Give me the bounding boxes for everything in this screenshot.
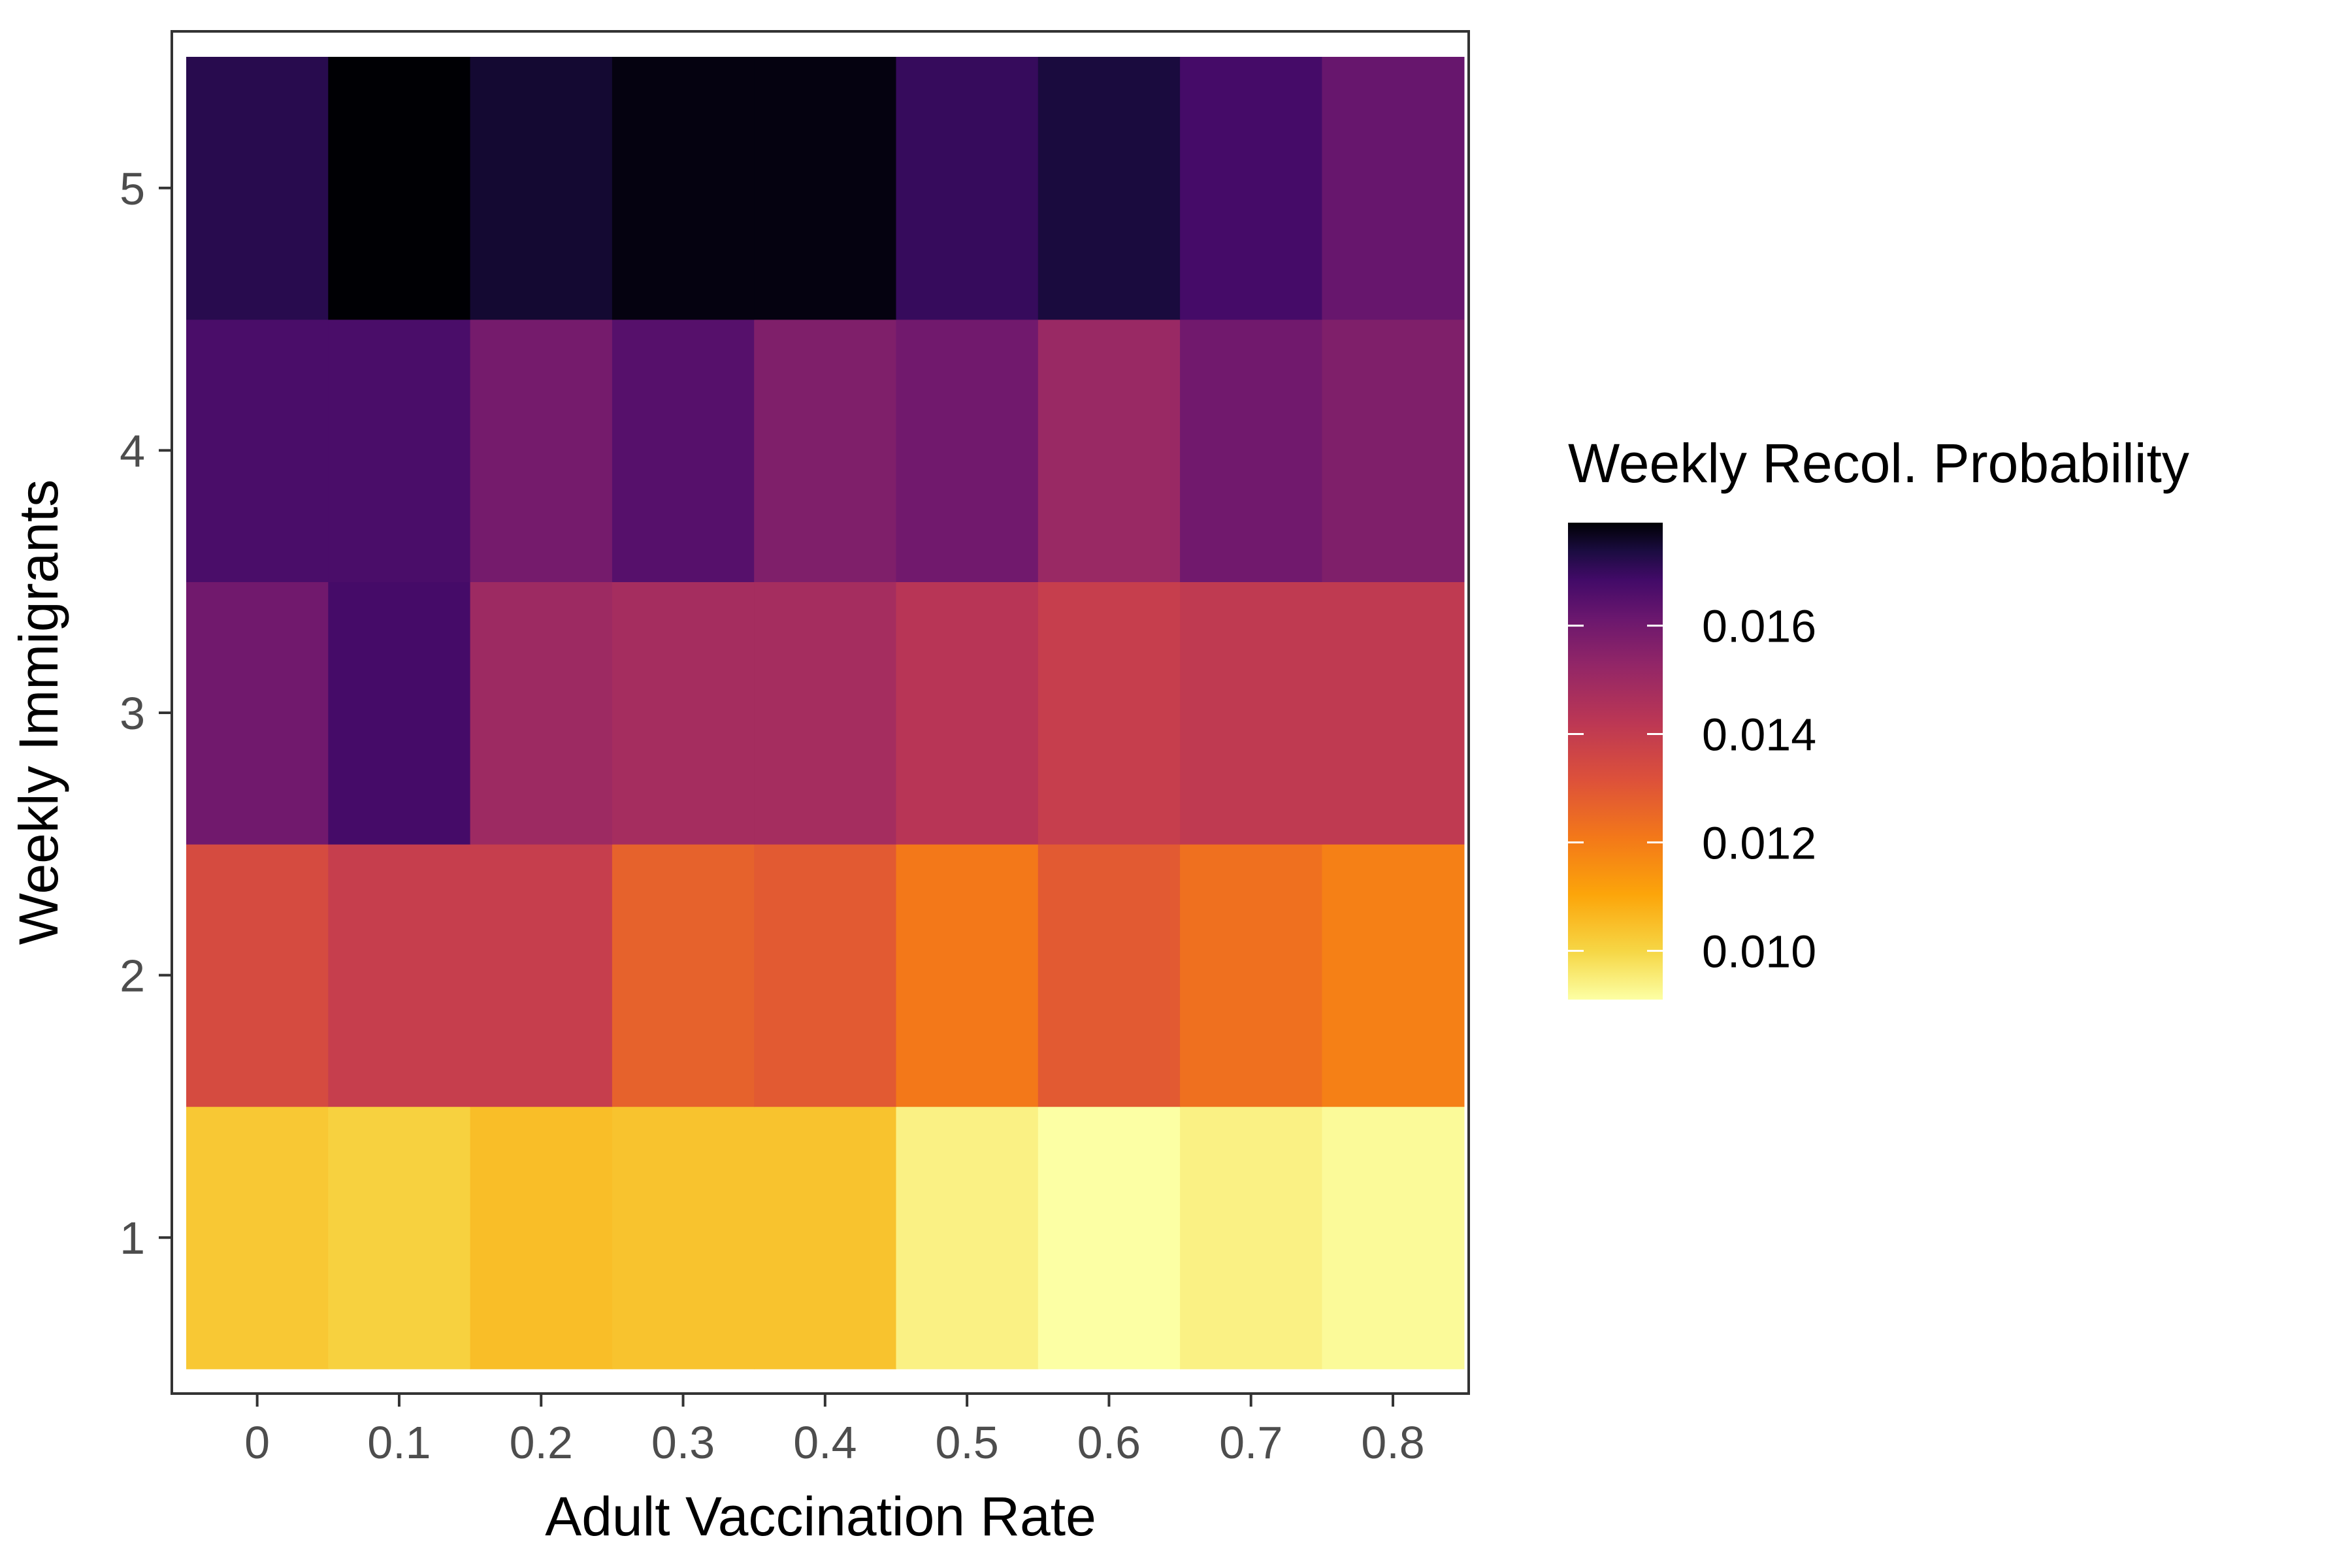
heatmap-cell xyxy=(470,57,613,320)
heatmap-cell xyxy=(328,581,471,845)
heatmap-cell xyxy=(754,843,897,1107)
y-tick-label: 3 xyxy=(120,688,145,739)
heatmap-cell xyxy=(470,1106,613,1369)
heatmap-cell xyxy=(1180,319,1323,582)
heatmap-cell xyxy=(1322,843,1465,1107)
heatmap-cell xyxy=(328,319,471,582)
heatmap-cell xyxy=(1037,1106,1181,1369)
heatmap-cell xyxy=(328,1106,471,1369)
heatmap-cell xyxy=(754,57,897,320)
heatmap-cell xyxy=(328,843,471,1107)
colorbar-tick-label: 0.016 xyxy=(1702,601,1816,652)
x-tick-label: 0.2 xyxy=(510,1417,573,1468)
x-tick-label: 0.6 xyxy=(1077,1417,1141,1468)
colorbar-legend: Weekly Recol. Probability 0.0100.0120.01… xyxy=(1568,433,2189,1000)
x-tick-label: 0.4 xyxy=(793,1417,857,1468)
heatmap-cell xyxy=(896,843,1039,1107)
heatmap-cell xyxy=(754,581,897,845)
heatmap-cell xyxy=(470,843,613,1107)
x-tick-label: 0 xyxy=(244,1417,270,1468)
heatmap-cell xyxy=(1037,319,1181,582)
heatmap-cell xyxy=(1322,1106,1465,1369)
heatmap-tiles xyxy=(186,57,1465,1369)
y-tick-label: 4 xyxy=(120,425,145,476)
heatmap-cell xyxy=(1037,843,1181,1107)
heatmap-cell xyxy=(1322,57,1465,320)
heatmap-cell xyxy=(754,1106,897,1369)
heatmap-cell xyxy=(1037,57,1181,320)
heatmap-cell xyxy=(470,319,613,582)
heatmap-cell xyxy=(186,319,329,582)
heatmap-cell xyxy=(186,581,329,845)
heatmap-cell xyxy=(896,319,1039,582)
x-tick-label: 0.3 xyxy=(651,1417,715,1468)
y-tick-label: 2 xyxy=(120,951,145,1002)
x-axis: 0 0.1 0.2 0.3 0.4 0.5 0.6 0.7 0.8 xyxy=(244,1394,1425,1468)
colorbar-tick-label: 0.010 xyxy=(1702,926,1816,977)
heatmap-cell xyxy=(1180,1106,1323,1369)
colorbar-title: Weekly Recol. Probability xyxy=(1568,433,2189,494)
heatmap-cell xyxy=(186,57,329,320)
heatmap-cell xyxy=(612,843,755,1107)
y-axis: 1 2 3 4 5 xyxy=(120,163,172,1264)
y-tick-label: 1 xyxy=(120,1213,145,1264)
heatmap-cell xyxy=(896,581,1039,845)
heatmap-cell xyxy=(612,57,755,320)
colorbar xyxy=(1568,523,1663,1000)
heatmap-cell xyxy=(1180,57,1323,320)
heatmap-cell xyxy=(1180,581,1323,845)
heatmap-cell xyxy=(612,319,755,582)
heatmap-cell xyxy=(1322,319,1465,582)
heatmap-cell xyxy=(754,319,897,582)
colorbar-tick-label: 0.014 xyxy=(1702,710,1816,760)
x-tick-label: 0.1 xyxy=(367,1417,431,1468)
heatmap-cell xyxy=(186,843,329,1107)
heatmap-cell xyxy=(470,581,613,845)
heatmap-cell xyxy=(896,57,1039,320)
x-tick-label: 0.7 xyxy=(1219,1417,1282,1468)
heatmap-cell xyxy=(328,57,471,320)
heatmap-cell xyxy=(1180,843,1323,1107)
x-tick-label: 0.5 xyxy=(935,1417,998,1468)
heatmap-cell xyxy=(612,1106,755,1369)
heatmap-cell xyxy=(896,1106,1039,1369)
x-tick-label: 0.8 xyxy=(1361,1417,1424,1468)
y-axis-title: Weekly Immigrants xyxy=(8,480,69,945)
x-axis-title: Adult Vaccination Rate xyxy=(545,1486,1096,1547)
colorbar-tick-label: 0.012 xyxy=(1702,817,1816,868)
heatmap-cell xyxy=(612,581,755,845)
heatmap-cell xyxy=(186,1106,329,1369)
heatmap-cell xyxy=(1037,581,1181,845)
y-tick-label: 5 xyxy=(120,163,145,214)
heatmap-cell xyxy=(1322,581,1465,845)
colorbar-ticks: 0.010 0.012 0.014 0.016 xyxy=(1568,601,1816,977)
